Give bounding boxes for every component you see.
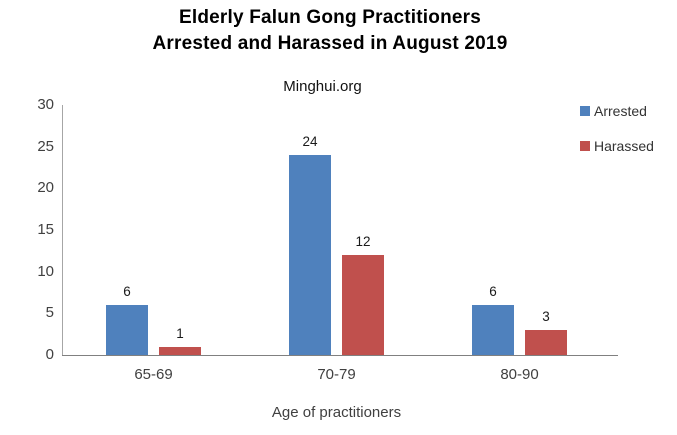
bar-value-label: 6 (123, 284, 131, 299)
y-tick-label: 0 (45, 346, 54, 363)
y-tick-label: 30 (37, 96, 54, 113)
legend-swatch-harassed (580, 141, 590, 151)
bar-value-label: 1 (176, 325, 184, 341)
y-axis-line (62, 105, 63, 355)
x-tick-label: 70-79 (317, 366, 356, 383)
bar-arrested-65-69 (106, 305, 148, 355)
x-axis-title: Age of practitioners (271, 404, 402, 421)
legend-item-harassed: Harassed (580, 138, 654, 154)
legend-label: Harassed (594, 138, 654, 154)
y-tick-label: 20 (37, 179, 54, 197)
bar-arrested-80-90 (472, 305, 514, 355)
bar-arrested-70-79 (289, 155, 331, 355)
bar-harassed-70-79 (342, 255, 384, 355)
x-tick-label: 65-69 (134, 366, 173, 383)
chart-subtitle: Minghui.org (283, 78, 362, 95)
chart-title: Elderly Falun Gong Practitioners Arreste… (152, 7, 508, 54)
y-tick-label: 15 (37, 221, 54, 238)
bar-value-label: 12 (355, 234, 371, 249)
bar-value-label: 3 (542, 309, 550, 324)
bar-harassed-65-69 (159, 346, 201, 355)
y-tick-label: 10 (37, 262, 54, 280)
legend-label: Arrested (594, 103, 647, 119)
bar-harassed-80-90 (525, 330, 567, 355)
legend-item-arrested: Arrested (580, 103, 647, 119)
y-tick-label: 25 (37, 137, 54, 155)
legend-swatch-arrested (580, 106, 590, 116)
bar-value-label: 6 (489, 284, 497, 299)
bar-value-label: 24 (302, 134, 318, 149)
y-tick-label: 5 (45, 304, 54, 322)
x-tick-label: 80-90 (500, 366, 539, 383)
x-axis-line (62, 355, 618, 356)
